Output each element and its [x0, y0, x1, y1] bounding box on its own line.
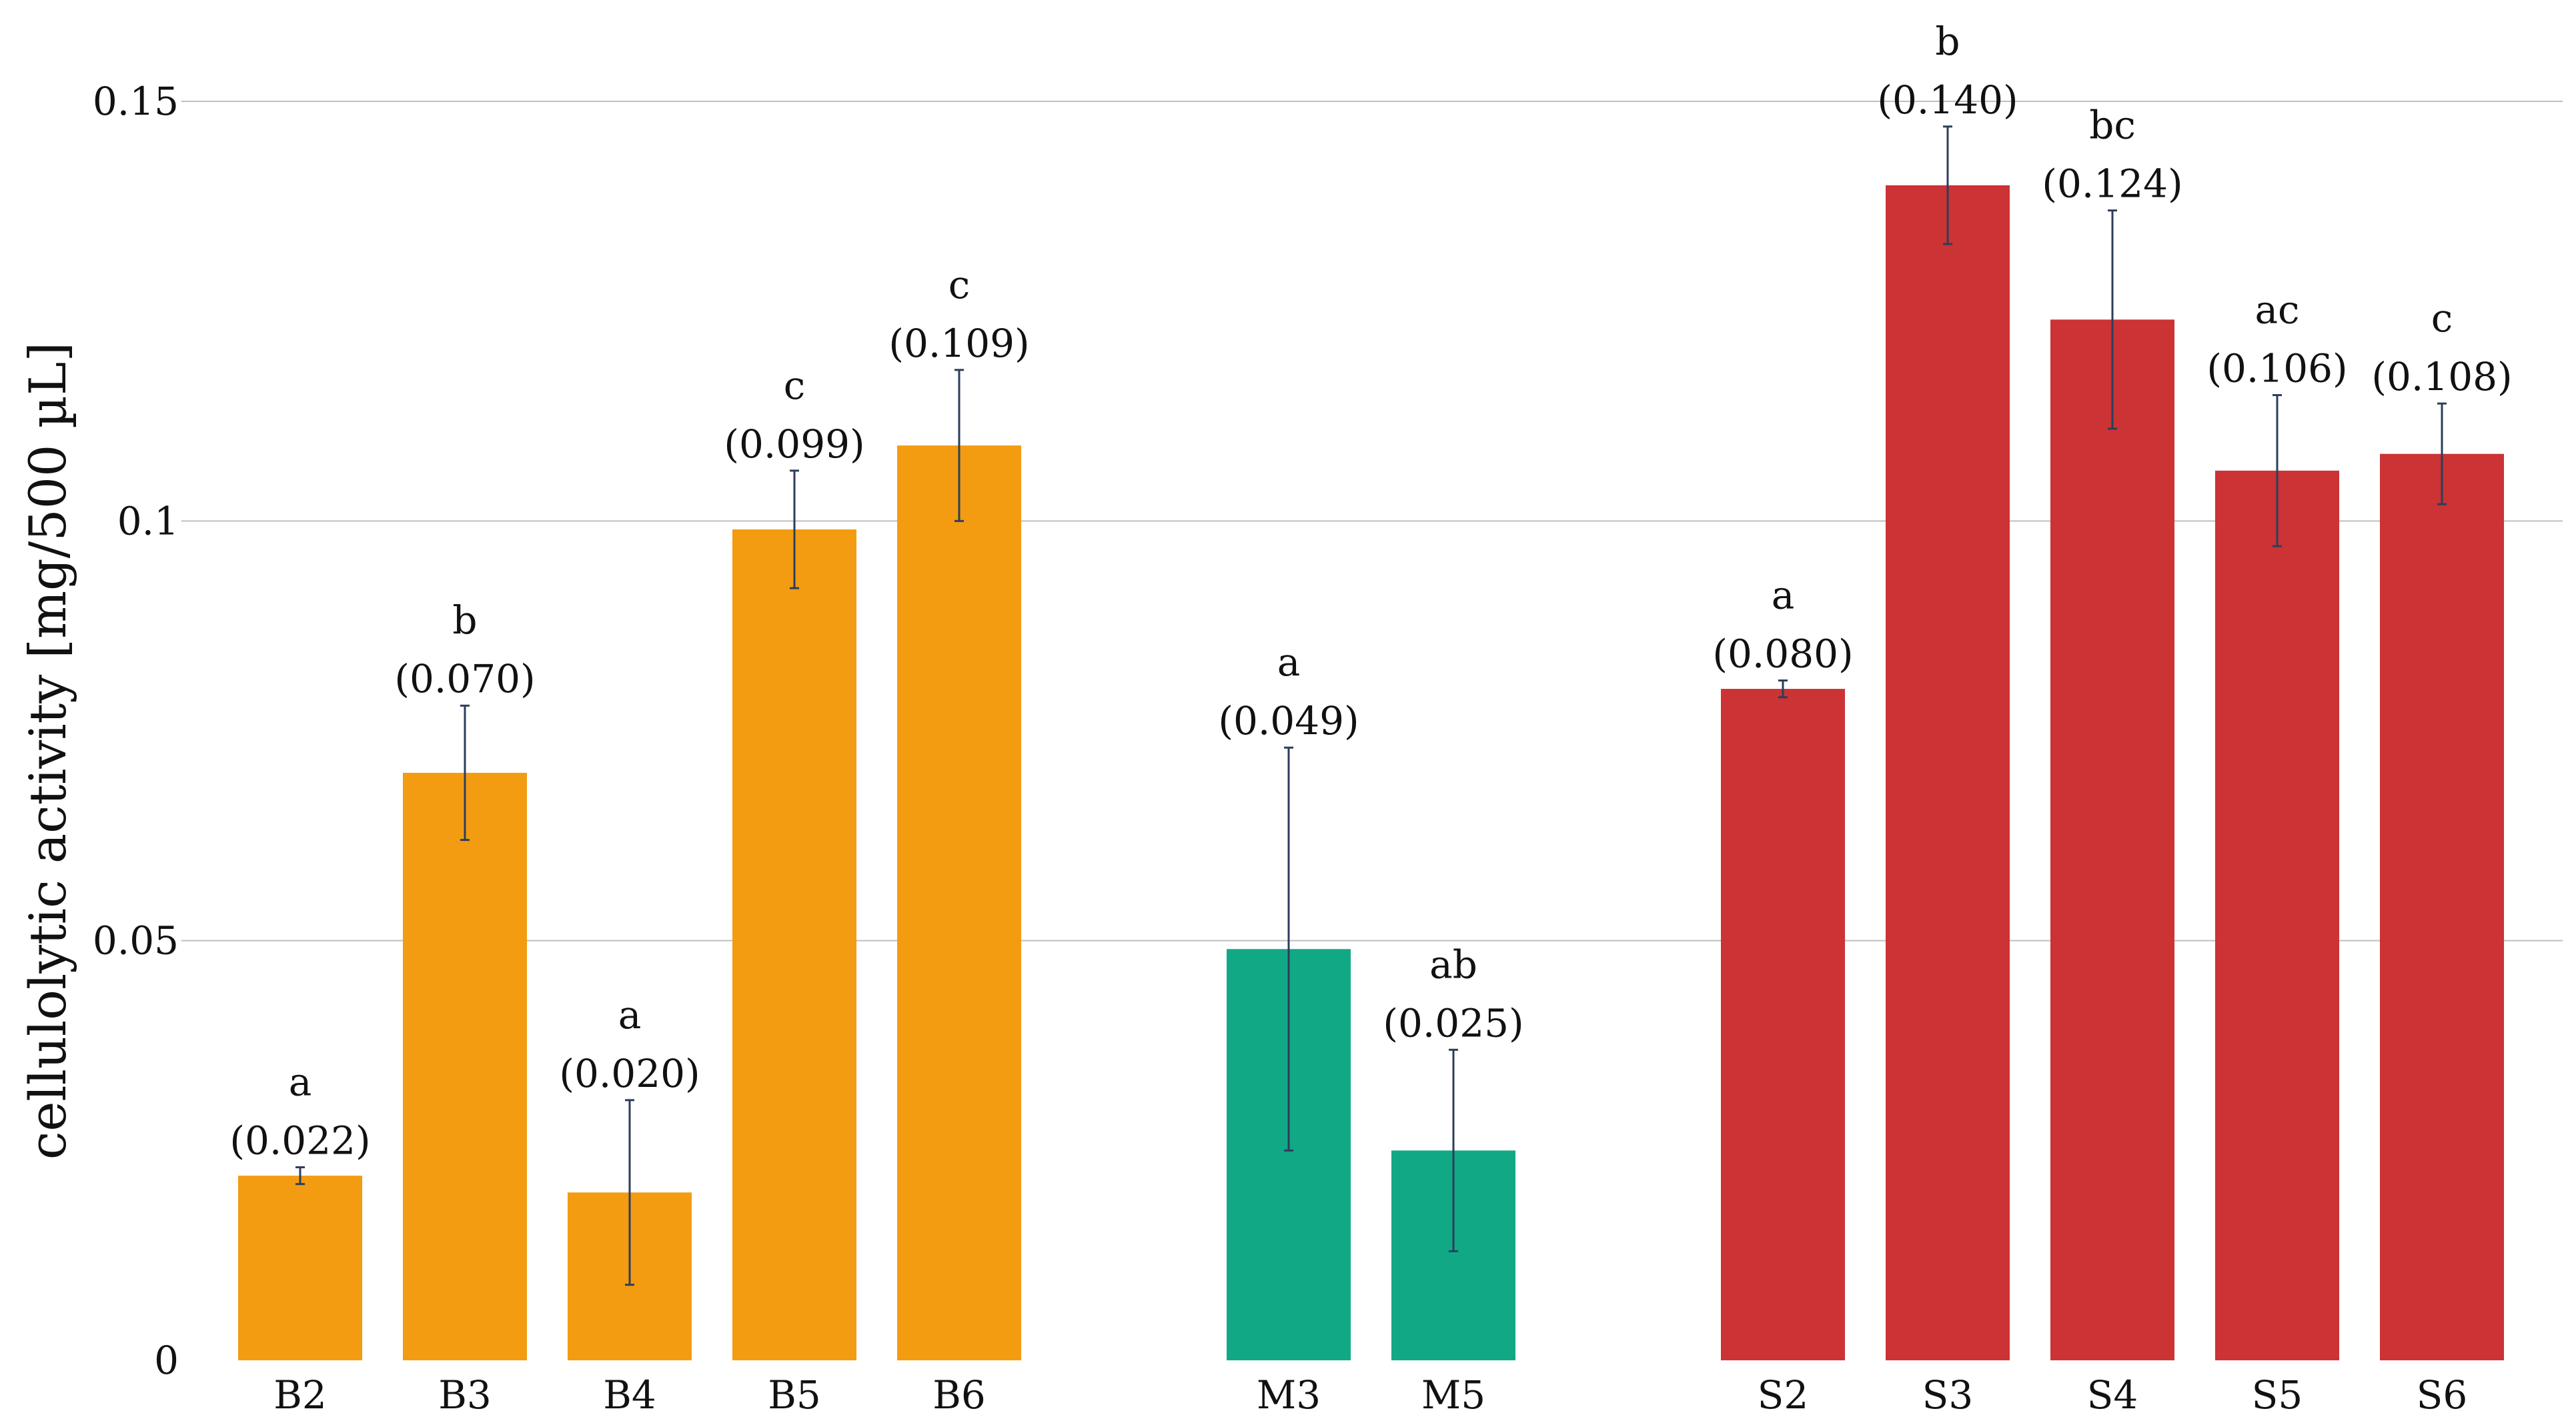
significance-letter: a [289, 1060, 312, 1105]
y-axis-ticks: 0 0.05 0.1 0.15 [93, 79, 179, 1383]
x-tick-label: B4 [603, 1372, 656, 1418]
error-bar-s6 [2437, 402, 2447, 505]
bar-s4 [2050, 319, 2174, 1361]
error-bar-s2 [1778, 679, 1788, 699]
value-label: (0.108) [2371, 354, 2512, 399]
significance-letter: a [1772, 572, 1795, 617]
value-label: (0.080) [1712, 631, 1853, 676]
data-labels: (0.022) a (0.070) b (0.020) a (0.099) c (0.109) c… [229, 19, 2512, 1164]
significance-letter: c [948, 262, 970, 307]
x-tick-label: S4 [2087, 1372, 2138, 1418]
error-bar-s3 [1943, 125, 1952, 245]
value-label: (0.020) [559, 1051, 700, 1096]
error-bars [295, 125, 2447, 1286]
value-label: (0.099) [724, 421, 864, 467]
error-bar-b4 [625, 1099, 634, 1286]
error-bar-b3 [460, 704, 470, 842]
x-tick-label: S3 [1922, 1372, 1974, 1418]
value-label: (0.049) [1218, 698, 1359, 744]
x-tick-label: M5 [1421, 1372, 1485, 1418]
value-label: (0.140) [1877, 77, 2018, 123]
significance-letter: b [1935, 19, 1960, 64]
value-label: (0.109) [888, 321, 1029, 366]
error-bar-s5 [2273, 394, 2282, 547]
bar-b6 [897, 445, 1021, 1360]
x-tick-label: B2 [273, 1372, 327, 1418]
x-tick-label: B5 [768, 1372, 821, 1418]
y-tick-label: 0.05 [93, 918, 179, 964]
y-tick-label: 0 [154, 1338, 179, 1383]
x-tick-label: B3 [438, 1372, 492, 1418]
x-axis-categories: B2 B3 B4 B5 B6 M3 M5 S2 S3 S4 S5 S6 [273, 1372, 2467, 1418]
bar-s6 [2380, 453, 2504, 1360]
value-label: (0.124) [2042, 161, 2182, 207]
bar-s3 [1886, 185, 2010, 1360]
bar-b5 [732, 529, 856, 1361]
significance-letter: ab [1429, 942, 1477, 987]
x-tick-label: S2 [1758, 1372, 1809, 1418]
x-tick-label: B6 [932, 1372, 986, 1418]
error-bar-s4 [2108, 209, 2117, 430]
bar-s2 [1721, 689, 1845, 1360]
gridlines [181, 101, 2563, 942]
error-bar-b5 [790, 469, 799, 589]
error-bar-b2 [295, 1166, 305, 1186]
bar-b2 [238, 1176, 362, 1360]
bar-s5 [2215, 470, 2339, 1360]
y-axis-title: cellulolytic activity [mg/500 µL] [18, 342, 77, 1160]
bars [238, 185, 2504, 1361]
significance-letter: c [784, 363, 805, 408]
error-bar-m5 [1449, 1048, 1458, 1252]
error-bar-b6 [954, 369, 964, 522]
significance-letter: ac [2255, 287, 2299, 333]
value-label: (0.025) [1383, 1000, 1523, 1046]
x-tick-label: M3 [1257, 1372, 1321, 1418]
y-tick-label: 0.1 [117, 498, 179, 543]
significance-letter: a [1277, 639, 1301, 685]
significance-letter: c [2431, 295, 2453, 341]
bar-b3 [403, 772, 527, 1360]
significance-letter: b [452, 597, 477, 643]
significance-letter: a [618, 992, 642, 1038]
value-label: (0.022) [229, 1118, 370, 1164]
x-tick-label: S6 [2417, 1372, 2468, 1418]
significance-letter: bc [2089, 103, 2136, 148]
value-label: (0.106) [2206, 346, 2347, 391]
y-tick-label: 0.15 [93, 79, 179, 124]
error-bar-m3 [1284, 746, 1293, 1152]
value-label: (0.070) [394, 656, 535, 701]
x-tick-label: S5 [2252, 1372, 2303, 1418]
